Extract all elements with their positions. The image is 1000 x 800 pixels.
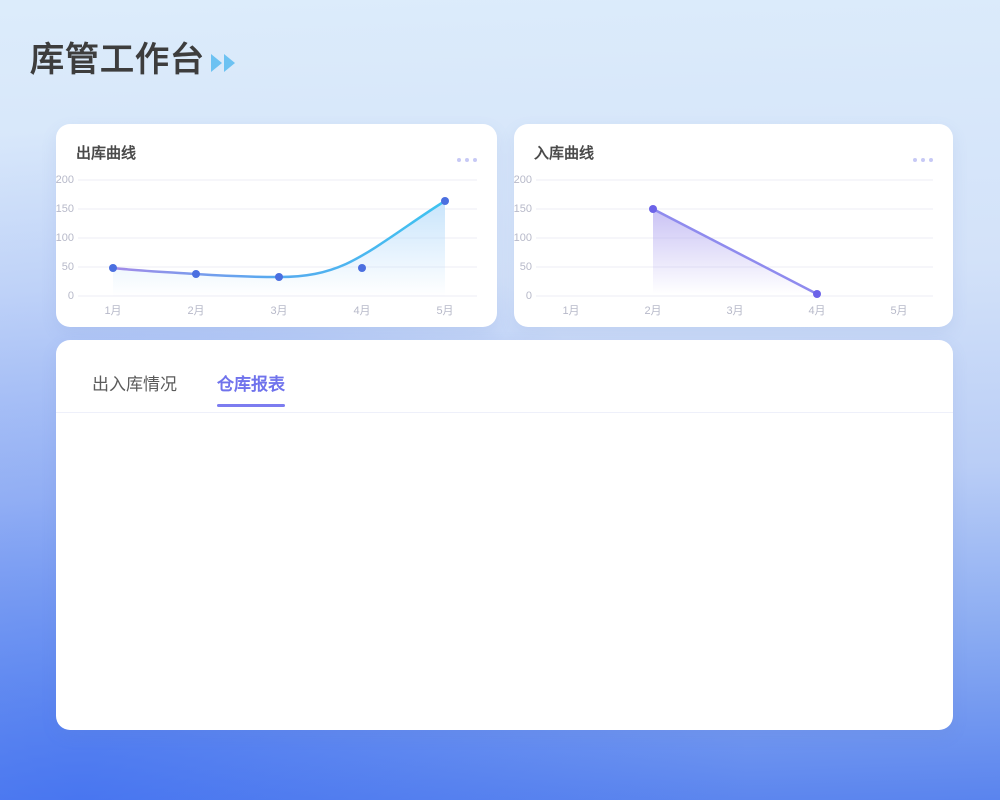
svg-text:3月: 3月 — [726, 305, 743, 317]
svg-text:50: 50 — [62, 261, 74, 273]
svg-text:100: 100 — [56, 232, 74, 244]
svg-text:0: 0 — [526, 290, 532, 302]
svg-text:1月: 1月 — [104, 305, 121, 317]
svg-text:200: 200 — [56, 174, 74, 186]
svg-text:5月: 5月 — [436, 305, 453, 317]
svg-text:2月: 2月 — [644, 305, 661, 317]
svg-text:150: 150 — [514, 203, 532, 215]
svg-text:200: 200 — [514, 174, 532, 186]
svg-text:5月: 5月 — [890, 305, 907, 317]
svg-text:4月: 4月 — [353, 305, 370, 317]
svg-text:3月: 3月 — [270, 305, 287, 317]
svg-text:4月: 4月 — [808, 305, 825, 317]
svg-text:50: 50 — [520, 261, 532, 273]
svg-text:150: 150 — [56, 203, 74, 215]
svg-text:100: 100 — [514, 232, 532, 244]
svg-text:0: 0 — [68, 290, 74, 302]
svg-text:1月: 1月 — [562, 305, 579, 317]
svg-text:2月: 2月 — [187, 305, 204, 317]
